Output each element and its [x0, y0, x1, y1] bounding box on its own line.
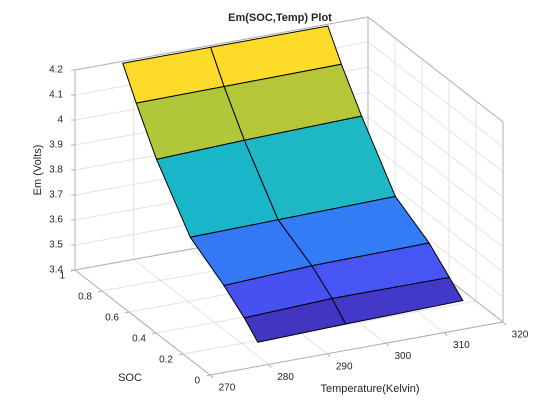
grid-line: [367, 116, 504, 223]
y-tick: [178, 353, 184, 356]
x-tick: [385, 342, 390, 347]
z-tick-label: 3.6: [49, 215, 63, 226]
y-tick: [205, 374, 211, 377]
chart-title: Em(SOC,Temp) Plot: [228, 12, 332, 24]
x-tick-label: 290: [336, 361, 353, 372]
x-tick: [209, 374, 214, 379]
x-tick-label: 300: [394, 351, 411, 362]
axis-edge: [74, 16, 369, 71]
y-axis-label: SOC: [118, 372, 142, 384]
y-tick-label: 0.2: [159, 355, 173, 366]
y-tick: [124, 311, 130, 314]
y-tick: [97, 290, 103, 293]
x-tick-label: 310: [453, 340, 470, 351]
grid-line: [133, 259, 269, 365]
z-tick-label: 3.7: [49, 190, 63, 201]
grid-line: [367, 41, 504, 148]
z-tick-label: 3.9: [49, 140, 63, 151]
z-tick-label: 4.2: [49, 65, 63, 76]
y-tick-label: 0: [194, 376, 200, 387]
y-tick-label: 0.6: [105, 313, 119, 324]
x-tick: [326, 353, 331, 358]
x-tick-label: 280: [277, 372, 294, 383]
grid-line: [367, 141, 504, 248]
y-tick: [151, 332, 157, 335]
y-tick-label: 0.8: [78, 292, 92, 303]
x-tick: [502, 321, 507, 326]
z-tick-label: 3.4: [49, 265, 63, 276]
surface-face: [331, 276, 464, 325]
grid-line: [367, 91, 504, 198]
x-tick-label: 270: [219, 383, 236, 394]
axis-edge: [367, 16, 504, 123]
x-axis-label: Temperature(Kelvin): [320, 383, 419, 395]
z-tick-label: 3.8: [49, 165, 63, 176]
z-tick-label: 4.1: [49, 90, 63, 101]
x-tick: [444, 332, 448, 336]
y-tick-label: 0.4: [132, 334, 146, 345]
y-tick-label: 1: [59, 271, 65, 282]
x-tick: [268, 364, 272, 368]
grid-line: [367, 66, 504, 173]
z-axis-label: Em (Volts): [32, 145, 44, 196]
axis-edge: [209, 321, 504, 376]
axis-edge: [74, 269, 211, 376]
z-tick-label: 3.5: [49, 240, 63, 251]
z-tick-label: 4: [57, 115, 63, 126]
x-tick-label: 320: [512, 330, 529, 341]
